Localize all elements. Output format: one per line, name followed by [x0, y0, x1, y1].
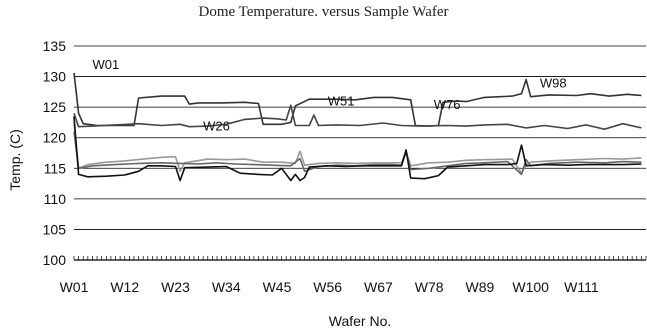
y-tick-label: 100 [43, 252, 67, 268]
series-line [73, 122, 642, 174]
y-axis-label: Temp. (C) [7, 129, 23, 190]
x-tick-label: W89 [466, 279, 495, 295]
annotation-label: W98 [540, 76, 567, 91]
series-line [73, 116, 642, 182]
y-tick-label: 110 [44, 191, 67, 207]
x-tick-label: W100 [512, 279, 549, 295]
x-tick-label: W34 [212, 279, 241, 295]
annotation-label: W76 [434, 97, 461, 112]
annotation-label: W51 [328, 93, 355, 108]
x-tick-label: W12 [110, 279, 139, 295]
series-line [73, 104, 642, 130]
annotation-label: W01 [92, 57, 119, 72]
x-tick-label: W56 [313, 279, 342, 295]
y-tick-label: 125 [43, 99, 67, 115]
series-line [73, 72, 642, 127]
chart-title: Dome Temperature. versus Sample Wafer [198, 4, 449, 20]
y-tick-label: 135 [43, 38, 67, 54]
x-axis-label: Wafer No. [329, 313, 392, 329]
series-lines [73, 72, 642, 182]
annotation-label: W26 [203, 118, 230, 133]
x-tick-label: W78 [415, 279, 444, 295]
x-minor-ticks [73, 256, 647, 260]
x-tick-labels: W01 W12 W23 W34 W45 W56 W67 W78 W89 W100 W111 [60, 279, 599, 295]
grid-lines [74, 45, 646, 261]
y-tick-label: 130 [43, 69, 67, 85]
y-tick-label: 115 [44, 160, 67, 176]
x-tick-label: W111 [564, 279, 599, 295]
x-tick-label: W67 [364, 279, 393, 295]
x-tick-label: W01 [60, 279, 89, 295]
annotations: W01 W26 W51 W76 W98 [92, 57, 566, 133]
y-tick-label: 120 [43, 130, 67, 146]
y-tick-labels: 135 130 125 120 115 110 105 100 [43, 38, 67, 268]
y-tick-label: 105 [43, 221, 67, 237]
x-tick-label: W23 [161, 279, 190, 295]
x-tick-label: W45 [263, 279, 292, 295]
